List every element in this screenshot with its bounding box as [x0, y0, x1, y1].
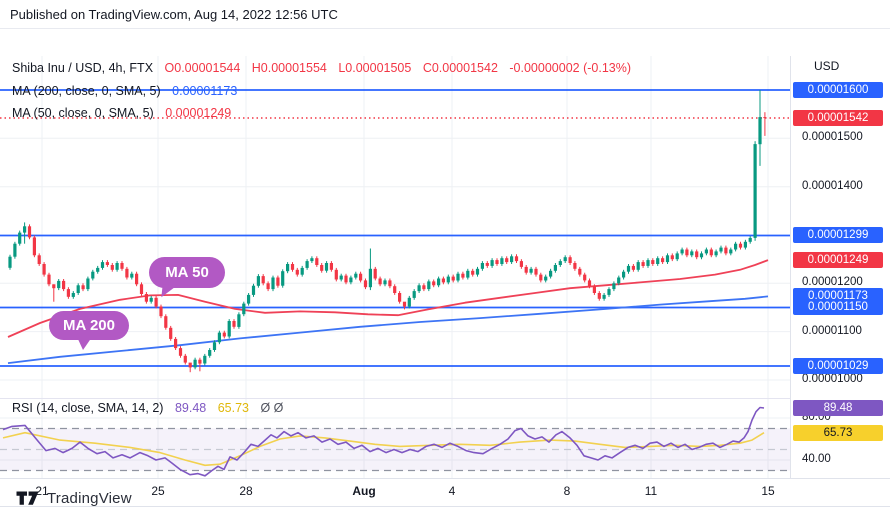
ohlc-low: L0.00001505 [338, 61, 412, 75]
rsi-label: RSI (14, close, SMA, 14, 2) [12, 401, 164, 415]
rsi-axis-label[interactable]: 40.00 [802, 453, 831, 465]
ma200-value: 0.00001173 [172, 84, 238, 98]
rsi-legend-row[interactable]: RSI (14, close, SMA, 14, 2) 89.48 65.73 … [12, 401, 283, 415]
ma50-callout-text: MA 50 [165, 264, 209, 281]
rsi-main-value: 89.48 [174, 401, 207, 415]
time-axis-label[interactable]: 21 [35, 484, 49, 498]
ma50-value: 0.00001249 [165, 106, 232, 120]
time-axis-label[interactable]: 11 [644, 484, 658, 498]
price-axis-unit-label: USD [814, 59, 840, 73]
publish-info-text: Published on TradingView.com, Aug 14, 20… [10, 6, 338, 22]
rsi-hidden-band-values: Ø Ø [260, 401, 284, 415]
ma200-callout-text: MA 200 [63, 317, 115, 334]
ma200-legend-row[interactable]: MA (200, close, 0, SMA, 5) 0.00001173 [12, 84, 237, 98]
chart-bottom-border [0, 506, 890, 507]
ohlc-open: O0.00001544 [164, 61, 241, 75]
time-axis-label[interactable]: 25 [151, 484, 165, 498]
ma200-label: MA (200, close, 0, SMA, 5) [12, 84, 161, 98]
time-axis-separator [0, 478, 890, 479]
footer-bar: TradingView [0, 478, 890, 518]
time-axis-label[interactable]: 28 [239, 484, 253, 498]
price-level-badge[interactable]: 0.00001029 [793, 358, 883, 374]
ma200-callout-bubble[interactable]: MA 200 [49, 311, 129, 350]
ohlc-close: C0.00001542 [422, 61, 498, 75]
rsi-smooth-line [2, 431, 765, 467]
tradingview-logo-icon[interactable] [16, 491, 40, 506]
price-axis-label[interactable]: 0.00001400 [802, 180, 863, 192]
price-level-badge[interactable]: 0.00001249 [793, 252, 883, 268]
price-level-badge[interactable]: 0.00001299 [793, 227, 883, 243]
price-axis-separator [790, 56, 791, 478]
ma50-legend-row[interactable]: MA (50, close, 0, SMA, 5) 0.00001249 [12, 106, 231, 120]
rsi-smooth-value: 65.73 [217, 401, 249, 415]
price-change: -0.00000002 (-0.13%) [509, 61, 631, 75]
rsi-pane-separator [0, 398, 790, 399]
price-level-badge[interactable]: 0.00001542 [793, 110, 883, 126]
price-axis-label[interactable]: 0.00001200 [802, 276, 863, 288]
time-axis-label[interactable]: 8 [563, 484, 571, 498]
ma200-line [7, 295, 769, 364]
rsi-value-badge[interactable]: 89.48 [793, 400, 883, 416]
time-axis-label[interactable]: 4 [448, 484, 456, 498]
chart-frame: USD Shiba Inu / USD, 4h, FTX O0.00001544… [0, 28, 890, 507]
ma50-callout-bubble[interactable]: MA 50 [149, 257, 225, 288]
time-axis-label[interactable]: Aug [352, 484, 376, 498]
ma50-line [7, 259, 769, 338]
publish-info-bar: Published on TradingView.com, Aug 14, 20… [0, 0, 890, 29]
rsi-value-badge[interactable]: 65.73 [793, 425, 883, 441]
price-axis-label[interactable]: 0.00001500 [802, 131, 863, 143]
ohlc-high: H0.00001554 [251, 61, 327, 75]
chart-canvas[interactable] [0, 28, 890, 506]
price-level-badge[interactable]: 0.00001150 [793, 299, 883, 315]
price-axis-label[interactable]: 0.00001000 [802, 373, 863, 385]
time-axis-label[interactable]: 15 [761, 484, 775, 498]
tradingview-wordmark[interactable]: TradingView [47, 489, 132, 507]
symbol-legend-row[interactable]: Shiba Inu / USD, 4h, FTX O0.00001544 H0.… [12, 61, 631, 75]
ma50-label: MA (50, close, 0, SMA, 5) [12, 106, 154, 120]
price-axis-label[interactable]: 0.00001100 [802, 325, 862, 337]
price-level-badge[interactable]: 0.00001600 [793, 82, 883, 98]
symbol-title: Shiba Inu / USD, 4h, FTX [12, 61, 154, 75]
rsi-main-line [2, 406, 765, 477]
